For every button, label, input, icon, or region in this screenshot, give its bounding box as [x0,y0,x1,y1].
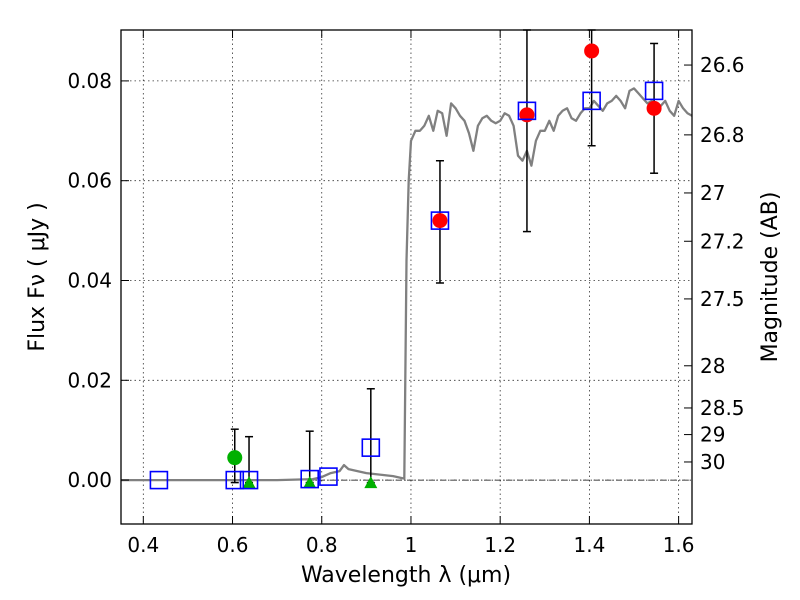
synthetic-photometry-point [430,211,450,230]
detection-point [432,213,448,229]
synthetic-photometry-point [300,469,319,489]
magnitude-tick-label: 27.5 [700,287,745,311]
upper-limit-point [303,476,317,489]
magnitude-tick-label: 28 [700,354,725,378]
synthetic-photometry-point [149,470,169,490]
magnitude-tick-label: 28.5 [700,396,745,420]
magnitude-tick-label: 26.8 [700,123,745,147]
y-tick-label: 0.00 [67,468,112,492]
synthetic-photometry-point [361,438,381,457]
synthetic-photometry-point [517,101,537,121]
y-tick-label: 0.02 [67,368,112,392]
y-axis-label: Flux Fν ( μJy ) [25,202,50,351]
model-spectrum [121,87,693,482]
synthetic-photometry-point [582,91,601,111]
plot-frame [120,29,693,525]
synthetic-photometry-point [239,470,259,490]
magnitude-tick-label: 26.6 [700,53,745,77]
x-axis-label: Wavelength λ (μm) [301,563,511,588]
detection-point [646,100,662,116]
magnitude-tick-label: 27.2 [700,229,745,253]
marginal-point [227,450,243,466]
axis-ticks: 0.4 0.6 0.8 1 1.2 1.4 1.6 0.00 0.02 0.04 0.06 0.08 2… [67,30,745,557]
y-tick-label: 0.04 [67,268,112,292]
magnitude-tick-label: 30 [700,450,725,474]
x-tick-label: 0.8 [306,533,338,557]
synthetic-photometry-point [644,81,664,101]
magnitude-tick-label: 27 [700,181,725,205]
error-bars [230,29,659,484]
synthetic-photometry-point [319,467,338,486]
y-tick-label: 0.08 [67,69,112,93]
x-tick-label: 1.2 [484,533,516,557]
x-tick-label: 0.6 [217,533,249,557]
y-tick-label: 0.06 [67,169,112,193]
x-tick-label: 1 [405,533,418,557]
upper-limit-point [364,476,378,489]
synthetic-photometry-point [225,470,245,490]
magnitude-axis-label: Magnitude (AB) [758,192,783,363]
detection-point [584,43,600,59]
x-tick-label: 1.6 [663,533,695,557]
x-tick-label: 1.4 [573,533,605,557]
data-markers [149,43,664,490]
model-spectrum-line [121,87,693,482]
x-tick-label: 0.4 [127,533,159,557]
magnitude-tick-label: 29 [700,423,725,447]
upper-limit-point [242,476,256,489]
